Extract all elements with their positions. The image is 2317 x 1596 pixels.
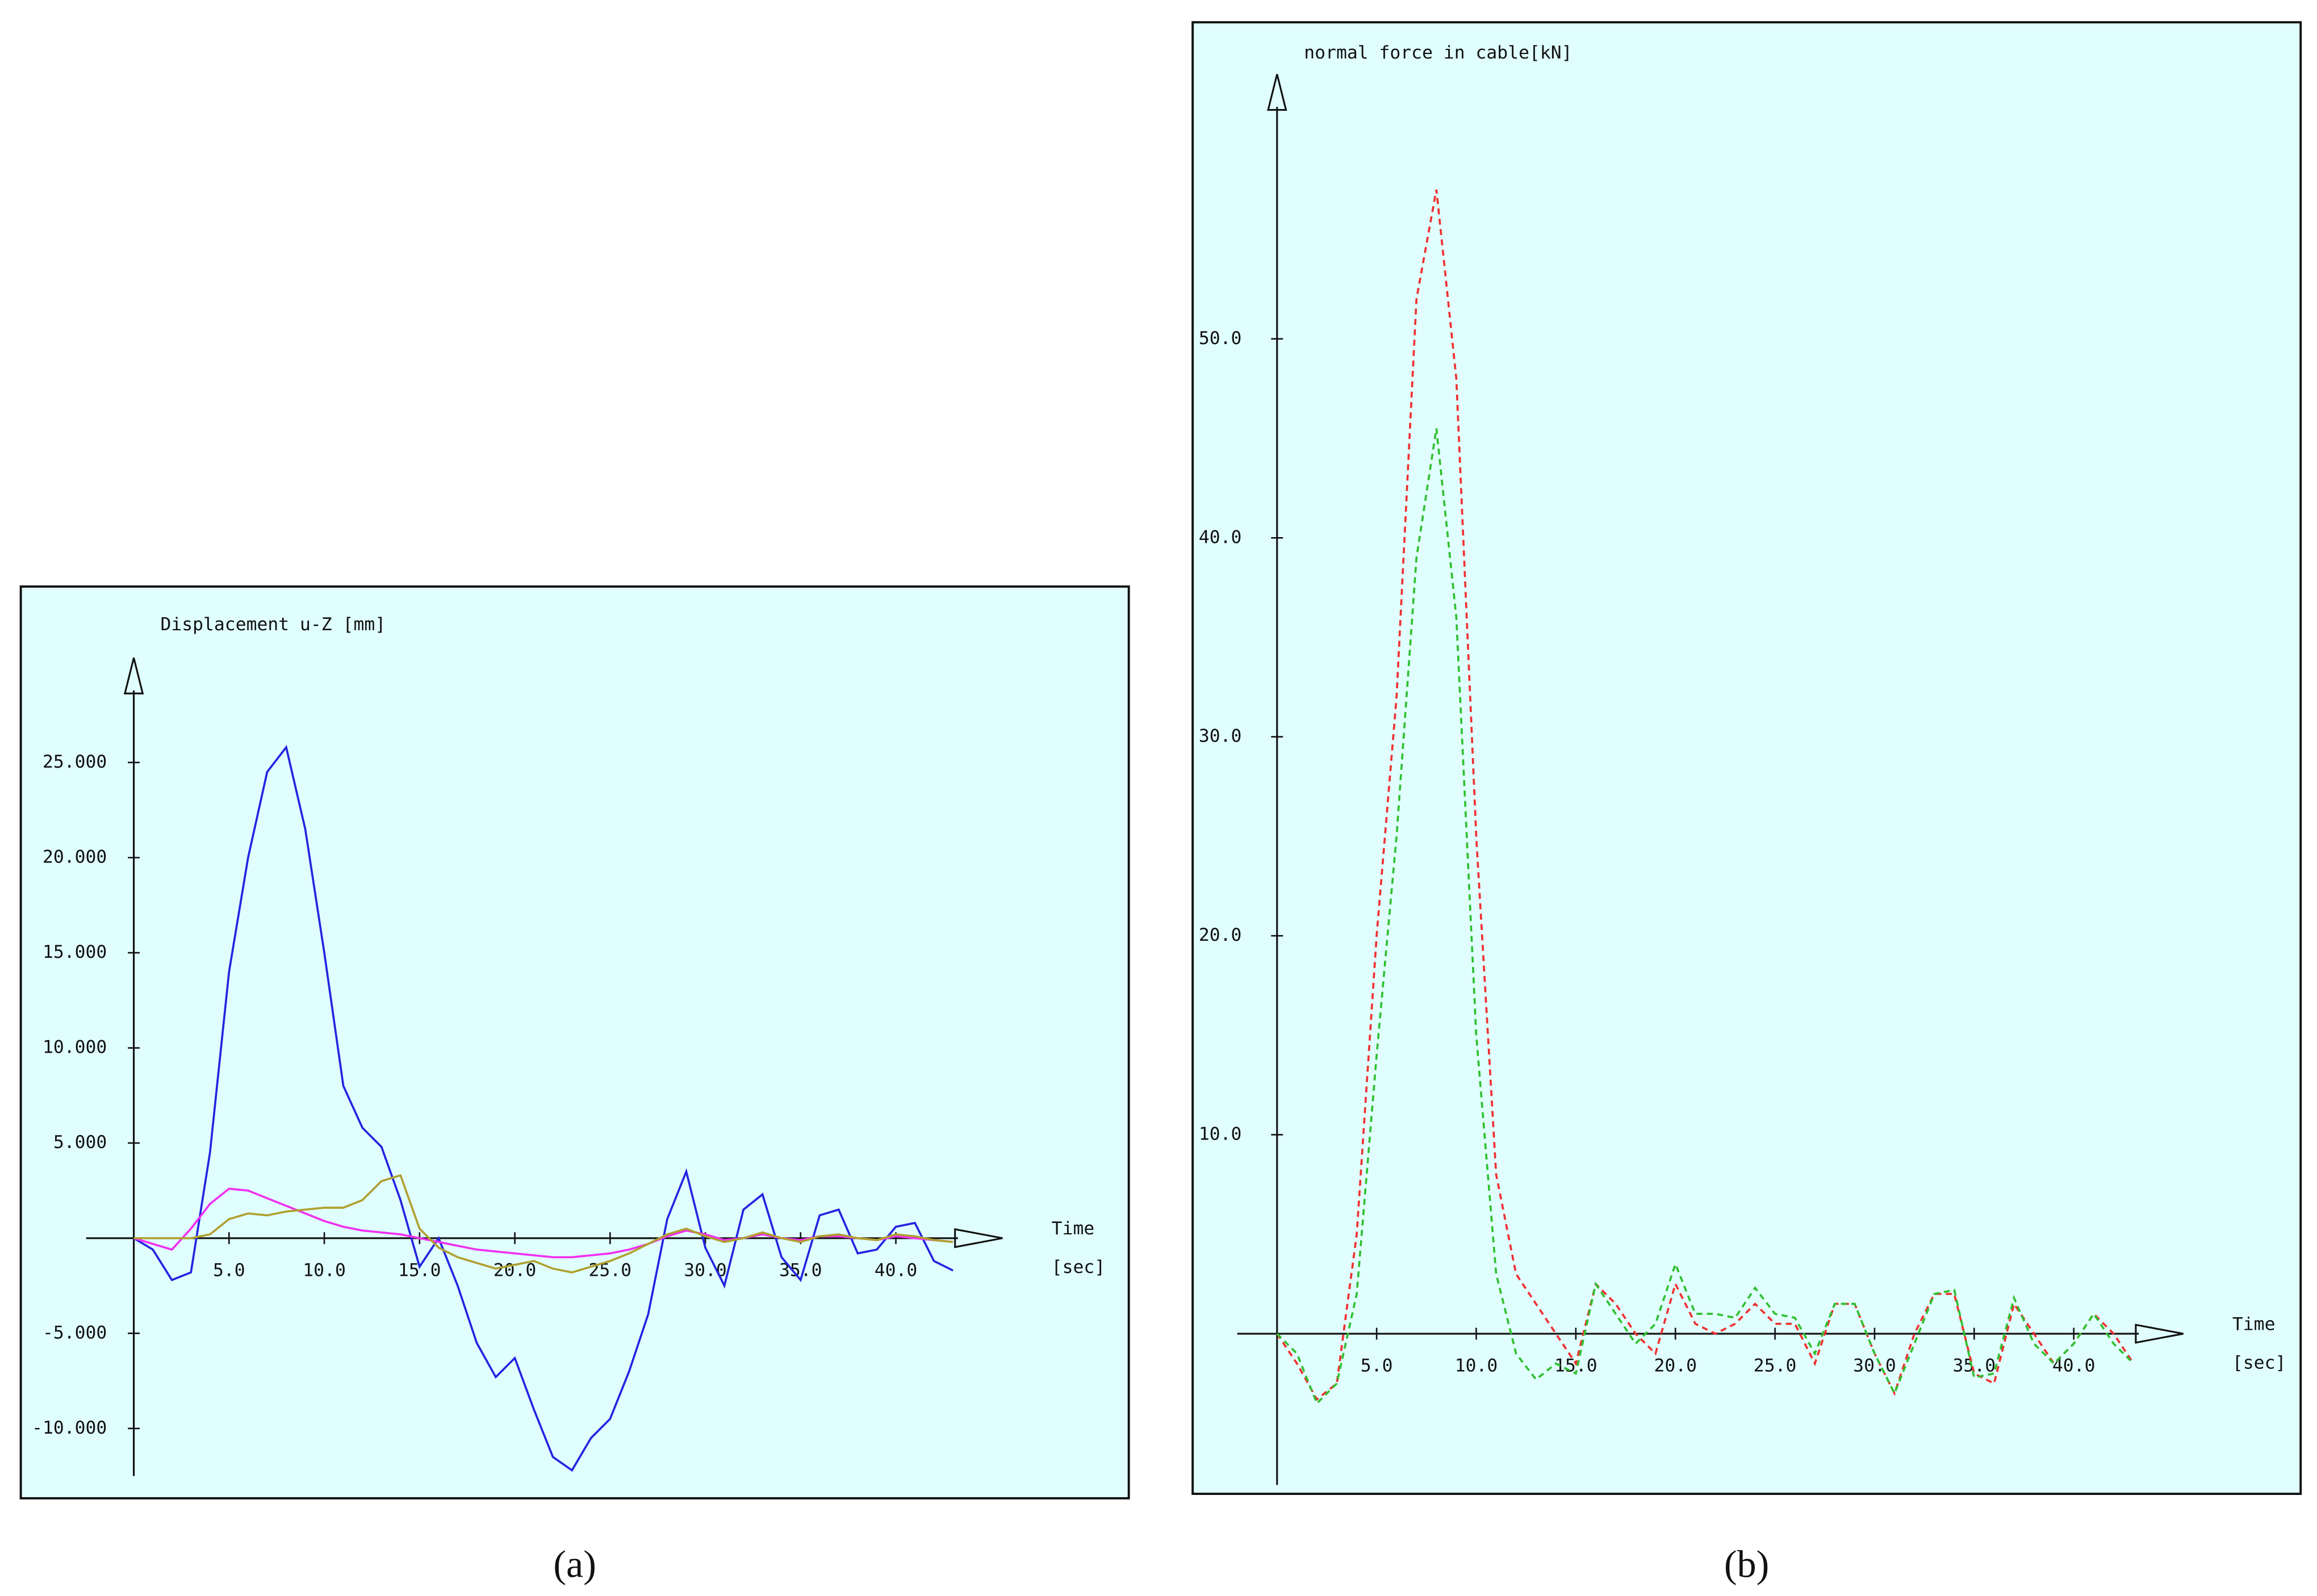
data-line xyxy=(133,1174,953,1274)
x-axis-label: Time xyxy=(1052,1218,1095,1239)
y-tick-label: 10.0 xyxy=(1199,1124,1242,1145)
data-line xyxy=(1276,189,2135,1401)
x-tick-label: 20.0 xyxy=(493,1260,537,1280)
y-tick-label: 20.0 xyxy=(1199,925,1242,945)
panel xyxy=(19,585,1130,1499)
x-tick-label: 10.0 xyxy=(1455,1356,1498,1376)
y-tick-label: 50.0 xyxy=(1199,328,1242,349)
y-tick-label: 30.0 xyxy=(1199,726,1242,747)
x-tick-label: 5.0 xyxy=(1361,1356,1393,1376)
x-tick-label: 25.0 xyxy=(1754,1356,1797,1376)
y-tick-label: 15.000 xyxy=(43,942,107,962)
chart-title: normal force in cable[kN] xyxy=(1304,43,1572,63)
x-tick-label: 20.0 xyxy=(1654,1356,1697,1376)
x-tick-label: 5.0 xyxy=(213,1260,245,1280)
x-tick-label: 25.0 xyxy=(589,1260,632,1280)
x-axis-unit: [sec] xyxy=(1052,1257,1105,1277)
x-tick-label: 10.0 xyxy=(303,1260,346,1280)
x-axis-label: Time xyxy=(2232,1314,2276,1334)
x-tick-label: 40.0 xyxy=(875,1260,918,1280)
x-tick-label: 35.0 xyxy=(1953,1356,1996,1376)
y-axis-arrow xyxy=(123,657,144,694)
panel xyxy=(1191,21,2302,1496)
y-tick-label: 10.000 xyxy=(43,1037,107,1058)
x-axis-arrow xyxy=(2135,1323,2184,1344)
data-line xyxy=(133,744,953,1472)
x-tick-label: 30.0 xyxy=(1853,1356,1896,1376)
x-axis-arrow xyxy=(954,1228,1003,1249)
y-tick-label: 20.000 xyxy=(43,847,107,867)
x-axis-unit: [sec] xyxy=(2232,1352,2286,1373)
y-tick-label: 5.000 xyxy=(53,1132,107,1153)
chart-title: Displacement u-Z [mm] xyxy=(160,614,386,635)
y-tick-label: 25.000 xyxy=(43,752,107,772)
y-tick-label: -5.000 xyxy=(43,1322,107,1343)
y-axis-arrow xyxy=(1267,74,1287,111)
caption: (a) xyxy=(553,1542,596,1585)
caption: (b) xyxy=(1724,1542,1769,1585)
y-tick-label: -10.000 xyxy=(32,1418,107,1438)
y-tick-label: 40.0 xyxy=(1199,527,1242,547)
data-line xyxy=(1276,428,2135,1405)
